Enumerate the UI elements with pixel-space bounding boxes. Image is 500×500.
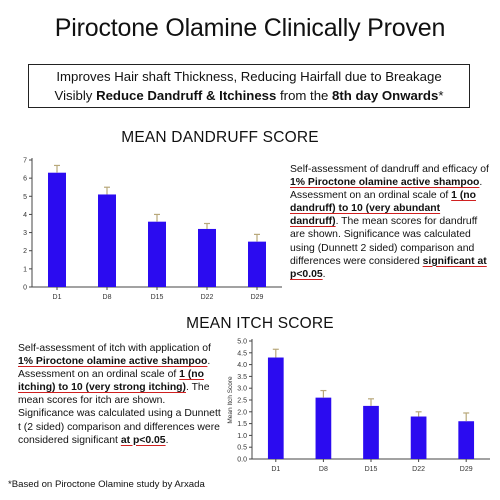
claim-line-1: Improves Hair shaft Thickness, Reducing … bbox=[56, 69, 442, 84]
y-tick-label: 6 bbox=[23, 176, 27, 183]
y-tick-label: 5 bbox=[23, 194, 27, 201]
bar-d1 bbox=[267, 357, 284, 459]
y-tick-label: 3.5 bbox=[237, 374, 247, 381]
claim-text: Visibly bbox=[54, 88, 97, 103]
y-tick-label: 2 bbox=[23, 248, 27, 255]
bar-d22 bbox=[198, 228, 216, 287]
bar-d8 bbox=[315, 397, 332, 459]
claim-bold-2: 8th day Onwards bbox=[332, 88, 439, 103]
desc-highlight: 1% Piroctone olamine active shampoo bbox=[290, 177, 480, 189]
page-title: Piroctone Olamine Clinically Proven bbox=[54, 14, 446, 42]
desc-text: Self-assessment of dandruff and efficacy… bbox=[290, 164, 489, 175]
x-tick-label: D29 bbox=[460, 466, 473, 473]
claim-asterisk: * bbox=[438, 88, 444, 103]
desc-highlight: 1 (no dandruff) to 10 (very abundant dan… bbox=[290, 190, 476, 228]
y-tick-label: 3.0 bbox=[237, 386, 247, 393]
x-tick-label: D15 bbox=[365, 466, 378, 473]
itch-heading: MEAN ITCH SCORE bbox=[186, 315, 334, 332]
x-tick-label: D29 bbox=[251, 294, 264, 301]
y-tick-label: 0.0 bbox=[237, 457, 247, 464]
desc-text: . bbox=[322, 268, 326, 280]
footnote: *Based on Piroctone Olamine study by Arx… bbox=[8, 479, 205, 490]
desc-text: . bbox=[165, 434, 169, 446]
desc-text: . The mean scores for itch are shown. Si… bbox=[18, 382, 221, 446]
y-tick-label: 4 bbox=[23, 212, 27, 219]
desc-highlight: 1% Piroctone olamine active shampoo bbox=[18, 356, 208, 368]
y-tick-label: 4.5 bbox=[237, 350, 247, 357]
y-tick-label: 4.0 bbox=[237, 362, 247, 369]
y-tick-label: 1 bbox=[23, 266, 27, 273]
y-axis-label: Mean Itch Score bbox=[227, 376, 234, 424]
x-tick-label: D1 bbox=[271, 466, 280, 473]
y-tick-label: 2.0 bbox=[237, 409, 247, 416]
x-tick-label: D22 bbox=[201, 294, 214, 301]
bar-d8 bbox=[98, 194, 116, 287]
y-tick-label: 7 bbox=[23, 158, 27, 165]
claims-box: Improves Hair shaft Thickness, Reducing … bbox=[28, 64, 470, 108]
x-tick-label: D15 bbox=[151, 294, 164, 301]
x-tick-label: D1 bbox=[53, 294, 62, 301]
claim-line-2: Visibly Reduce Dandruff & Itchiness from… bbox=[29, 86, 469, 105]
x-tick-label: D22 bbox=[412, 466, 425, 473]
y-tick-label: 2.5 bbox=[237, 398, 247, 405]
x-tick-label: D8 bbox=[103, 294, 112, 301]
x-tick-label: D8 bbox=[319, 466, 328, 473]
itch-chart: 0.0 0.5 1.0 1.5 2.0 2.5 3.0 3.5 4.0 4.5 5.0 Mean It… bbox=[227, 339, 490, 473]
desc-highlight: 1 (no itching) to 10 (very strong itchin… bbox=[18, 369, 204, 394]
desc-text: Self-assessment of itch with application… bbox=[18, 343, 211, 354]
desc-text: . Assessment on an ordinal scale of bbox=[18, 356, 211, 381]
itch-description: Self-assessment of itch with application… bbox=[18, 342, 223, 447]
bar-d22 bbox=[410, 416, 427, 459]
bar-d1 bbox=[48, 172, 66, 287]
y-tick-label: 0 bbox=[23, 285, 27, 292]
desc-highlight: at p<0.05 bbox=[120, 434, 166, 446]
y-tick-label: 3 bbox=[23, 230, 27, 237]
bar-d15 bbox=[148, 221, 166, 287]
desc-text: . The mean scores for dandruff are shown… bbox=[290, 216, 478, 267]
bar-d15 bbox=[363, 405, 379, 459]
y-tick-label: 5.0 bbox=[237, 339, 247, 346]
y-tick-label: 1.0 bbox=[237, 433, 247, 440]
desc-text: . Assessment on an ordinal scale of bbox=[290, 177, 483, 202]
dandruff-heading: MEAN DANDRUFF SCORE bbox=[121, 129, 319, 146]
bar-d29 bbox=[248, 241, 266, 287]
y-tick-label: 1.5 bbox=[237, 421, 247, 428]
desc-highlight: significant at p<0.05 bbox=[290, 255, 487, 280]
dandruff-chart: 0 1 2 3 4 5 6 7 D1 D8 D15 D22 D29 bbox=[23, 158, 282, 301]
bar-d29 bbox=[458, 421, 475, 459]
claim-bold-1: Reduce Dandruff & Itchiness bbox=[96, 88, 277, 103]
dandruff-description: Self-assessment of dandruff and efficacy… bbox=[290, 163, 490, 281]
y-tick-label: 0.5 bbox=[237, 445, 247, 452]
claim-text: from the bbox=[276, 88, 333, 103]
